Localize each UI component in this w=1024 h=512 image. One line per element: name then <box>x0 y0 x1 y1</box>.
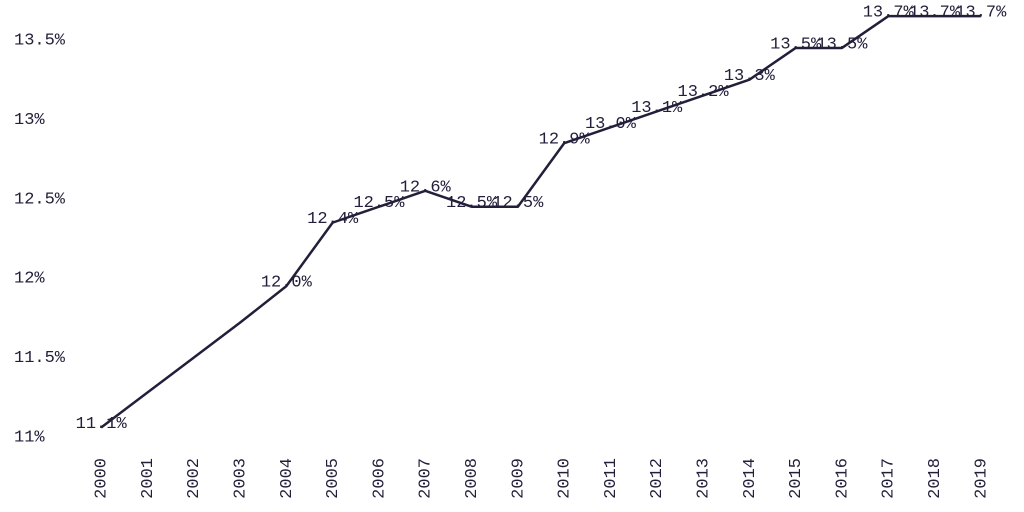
y-tick-label: 12.5% <box>14 190 66 209</box>
data-label: 13.7% <box>909 4 961 23</box>
data-line <box>100 14 981 429</box>
y-tick-label: 11% <box>14 428 45 447</box>
x-tick-label: 2006 <box>370 458 389 499</box>
x-tick-label: 2001 <box>139 458 158 499</box>
y-tick-label: 11.5% <box>14 349 66 368</box>
x-tick-label: 2010 <box>556 458 575 499</box>
data-label: 13.2% <box>678 83 730 102</box>
x-tick-label: 2004 <box>278 458 297 499</box>
x-tick-label: 2005 <box>324 458 343 499</box>
x-tick-label: 2016 <box>833 458 852 499</box>
x-tick-label: 2015 <box>787 458 806 499</box>
y-tick-label: 13% <box>14 111 45 130</box>
data-label: 13.3% <box>724 67 776 86</box>
x-tick-label: 2008 <box>463 458 482 499</box>
x-tick-label: 2007 <box>417 458 436 499</box>
data-label: 13.7% <box>863 4 915 23</box>
x-tick-label: 2002 <box>185 458 204 499</box>
data-label: 12.9% <box>539 131 591 150</box>
data-label: 12.5% <box>353 194 405 213</box>
x-tick-label: 2014 <box>741 458 760 499</box>
x-tick-label: 2017 <box>880 458 899 499</box>
data-label: 13.1% <box>631 99 683 118</box>
data-label: 12.5% <box>492 194 544 213</box>
x-tick-label: 2009 <box>509 458 528 499</box>
data-label: 12.4% <box>307 210 359 229</box>
data-label: 13.0% <box>585 115 637 134</box>
x-tick-label: 2018 <box>926 458 945 499</box>
x-tick-label: 2000 <box>93 458 112 499</box>
data-label: 13.5% <box>770 35 822 54</box>
y-tick-label: 12% <box>14 270 45 289</box>
data-label: 11.1% <box>76 415 128 434</box>
data-label: 12.0% <box>261 274 313 293</box>
y-tick-label: 13.5% <box>14 31 66 50</box>
x-tick-label: 2019 <box>972 458 991 499</box>
data-label: 13.7% <box>955 4 1007 23</box>
x-tick-label: 2003 <box>232 458 251 499</box>
data-label: 13.5% <box>816 35 868 54</box>
data-label: 12.5% <box>446 194 498 213</box>
data-label: 12.6% <box>400 178 452 197</box>
x-tick-label: 2013 <box>695 458 714 499</box>
x-tick-label: 2011 <box>602 458 621 499</box>
x-tick-label: 2012 <box>648 458 667 499</box>
